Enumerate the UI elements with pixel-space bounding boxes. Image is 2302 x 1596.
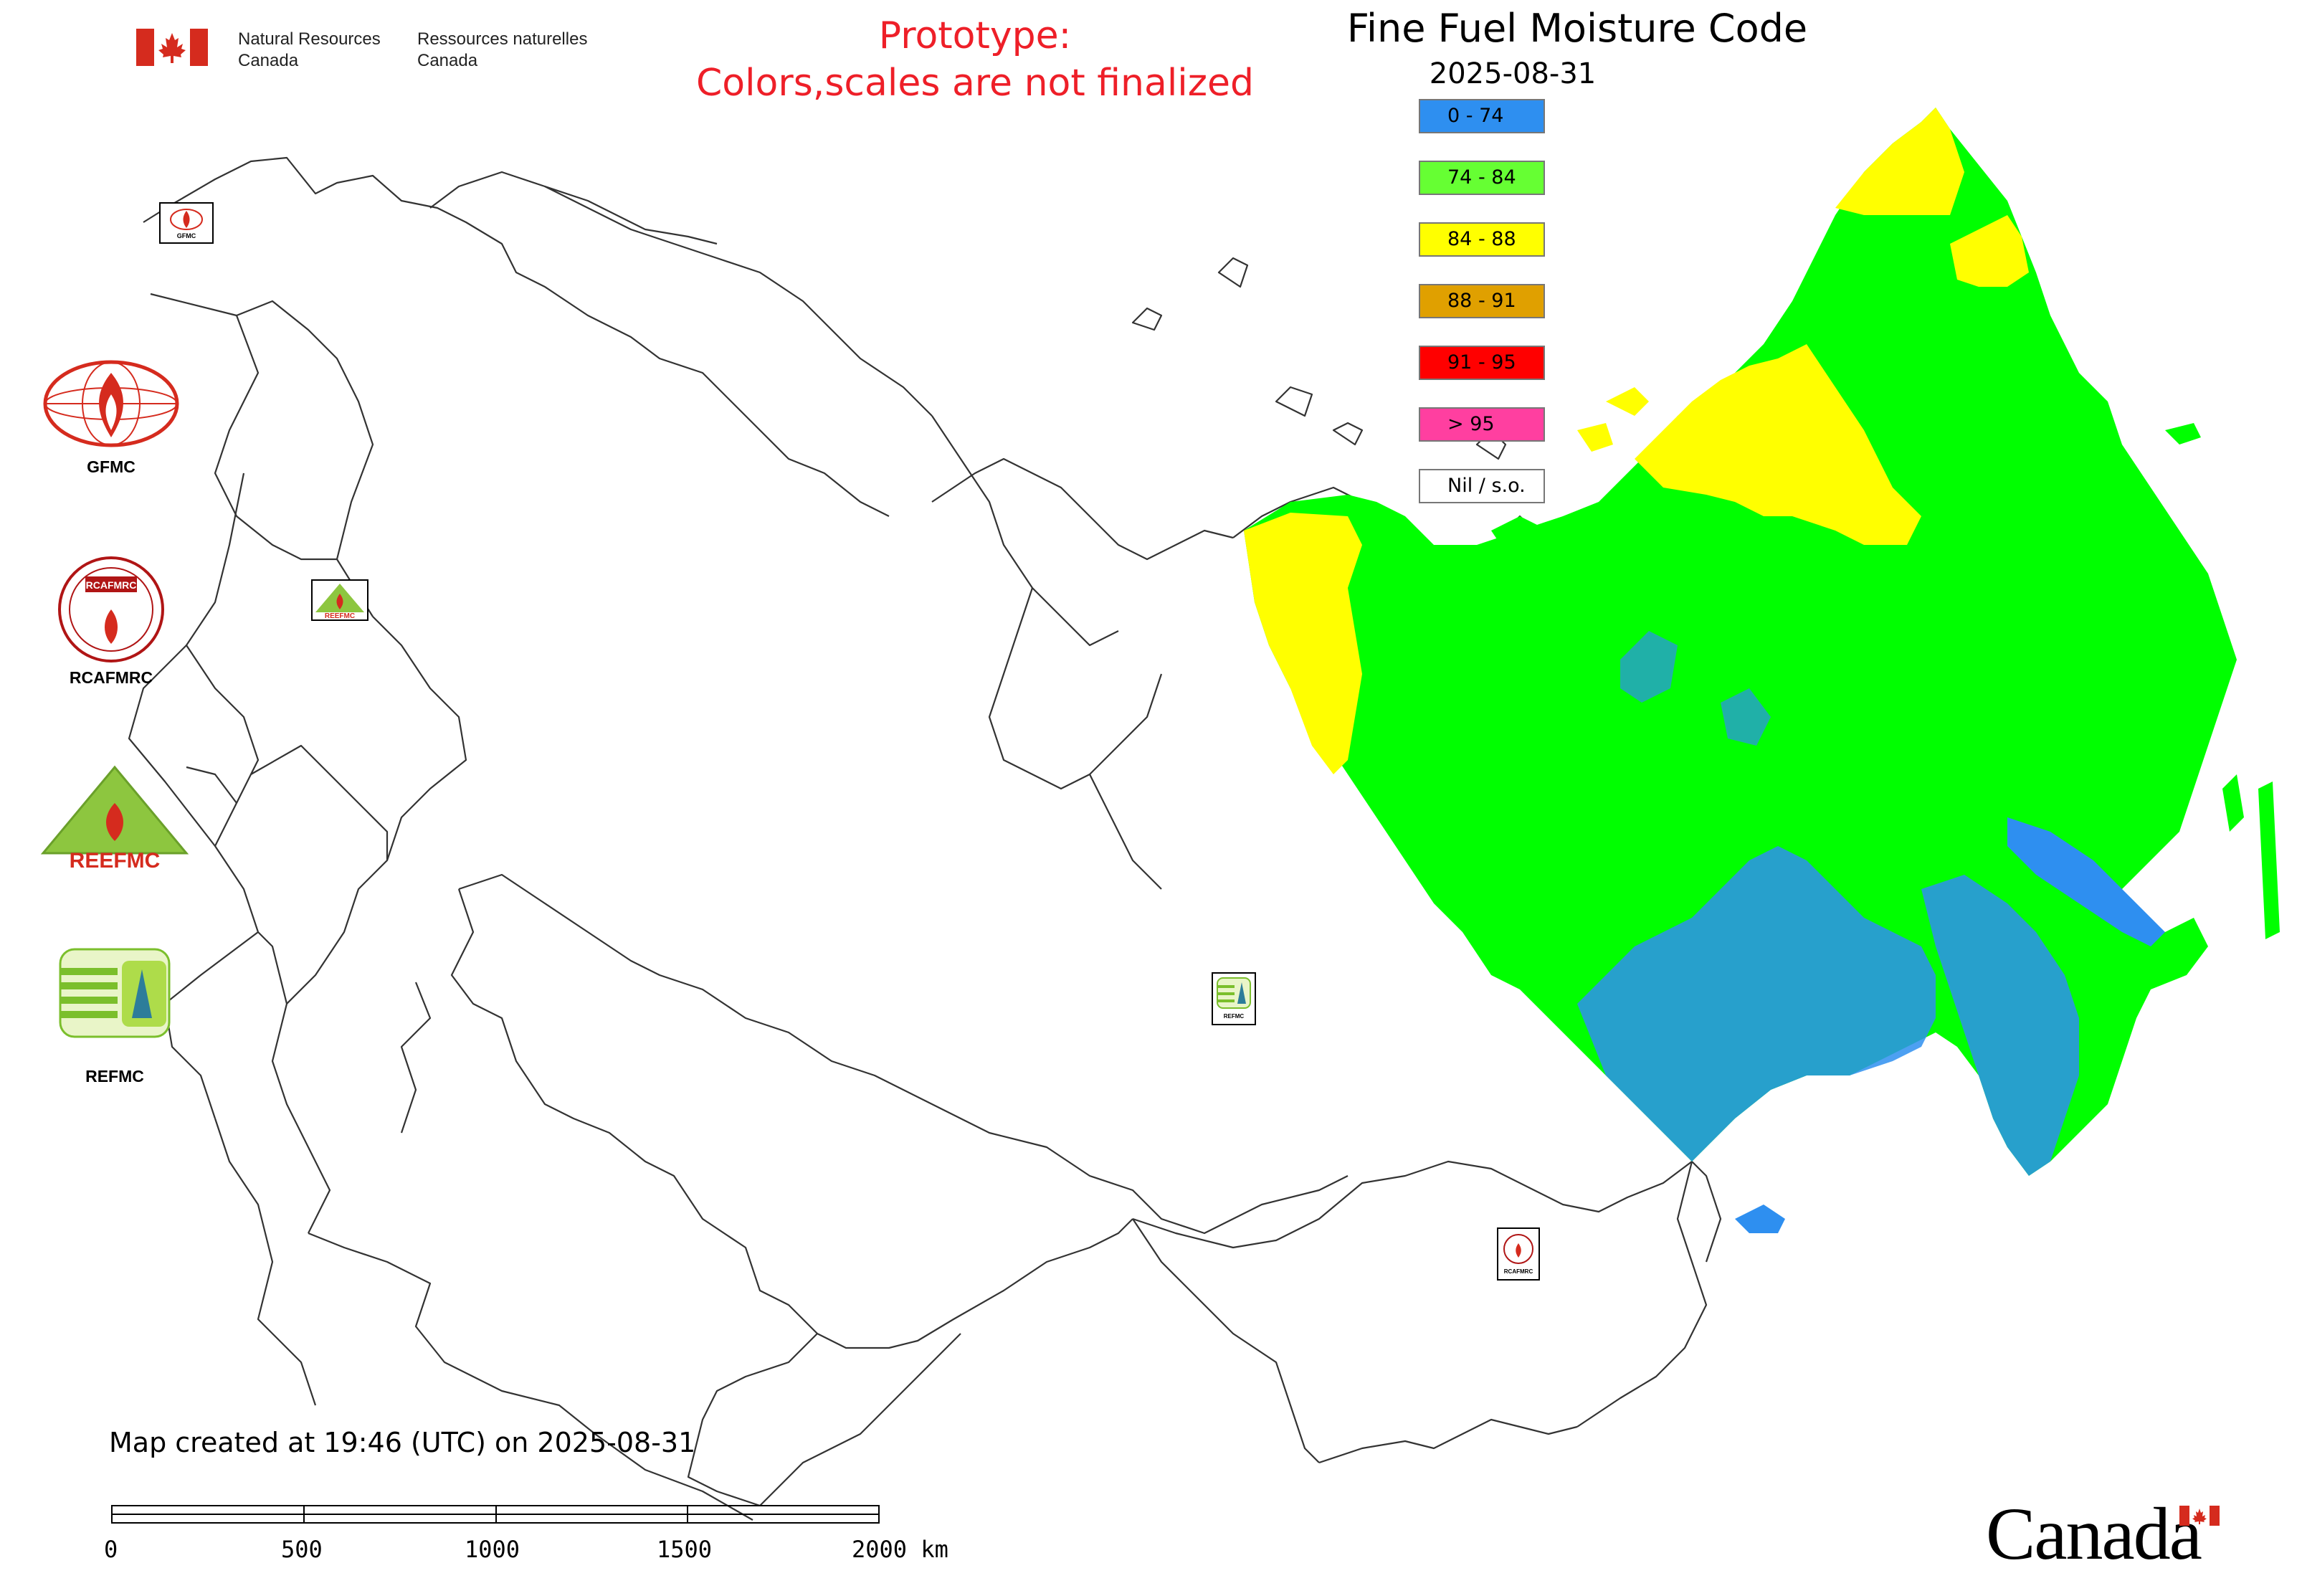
refmc-logo: REFMC xyxy=(57,946,172,1090)
canada-wordmark-flag-icon xyxy=(2179,1506,2220,1526)
prototype-notice-line2: Colors,scales are not finalized xyxy=(695,62,1255,105)
map-created-timestamp: Map created at 19:46 (UTC) on 2025-08-31 xyxy=(109,1427,696,1458)
svg-text:REFMC: REFMC xyxy=(1224,1013,1245,1020)
legend-item-nil: Nil / s.o. xyxy=(1419,469,1545,503)
scale-tick-label: 0 xyxy=(104,1536,118,1563)
department-name-en: Natural Resources Canada xyxy=(238,29,381,70)
legend-item-91-95: 91 - 95 xyxy=(1419,346,1545,380)
fuel-moisture-raster xyxy=(1244,108,2280,1233)
refmc-label: REFMC xyxy=(85,1067,144,1086)
canada-wordmark: Canada xyxy=(1986,1493,2202,1575)
scale-bar xyxy=(111,1505,880,1524)
map-title: Fine Fuel Moisture Code xyxy=(1346,6,1808,51)
scale-tick-label: 1000 xyxy=(465,1536,520,1563)
legend-item-84-88: 84 - 88 xyxy=(1419,222,1545,257)
svg-text:RCAFMRC: RCAFMRC xyxy=(86,579,137,591)
scale-tick-label: 1500 xyxy=(657,1536,713,1563)
svg-text:RCAFMRC: RCAFMRC xyxy=(1504,1268,1533,1275)
legend-item-88-91: 88 - 91 xyxy=(1419,284,1545,318)
rcafmrc-label: RCAFMRC xyxy=(69,668,153,687)
map-marker-rcafmrc[interactable]: RCAFMRC xyxy=(1497,1227,1540,1281)
svg-text:GFMC: GFMC xyxy=(177,232,196,239)
map-date: 2025-08-31 xyxy=(1429,57,1597,90)
gfmc-logo: GFMC xyxy=(39,358,183,480)
legend-item-95-plus: > 95 xyxy=(1419,407,1545,442)
svg-text:REEFMC: REEFMC xyxy=(70,849,161,871)
scale-tick-label: 500 xyxy=(281,1536,323,1563)
canada-flag-icon xyxy=(136,29,208,66)
map-marker-gfmc[interactable]: GFMC xyxy=(159,202,214,244)
department-name-fr: Ressources naturelles Canada xyxy=(417,29,588,70)
legend-item-0-74: 0 - 74 xyxy=(1419,99,1545,133)
map-marker-reefmc[interactable]: REEFMC xyxy=(311,579,368,621)
gfmc-label: GFMC xyxy=(87,457,135,476)
rcafmrc-logo: RCAFMRC RCAFMRC xyxy=(39,552,183,695)
nrcan-signature: Natural Resources Canada Ressources natu… xyxy=(136,29,624,75)
reefmc-logo: REEFMC xyxy=(36,764,194,878)
svg-text:REEFMC: REEFMC xyxy=(325,612,355,619)
legend-item-74-84: 74 - 84 xyxy=(1419,161,1545,195)
prototype-notice-line1: Prototype: xyxy=(878,14,1072,57)
map-marker-refmc[interactable]: REFMC xyxy=(1212,972,1256,1025)
scale-tick-label: 2000 km xyxy=(852,1536,948,1563)
